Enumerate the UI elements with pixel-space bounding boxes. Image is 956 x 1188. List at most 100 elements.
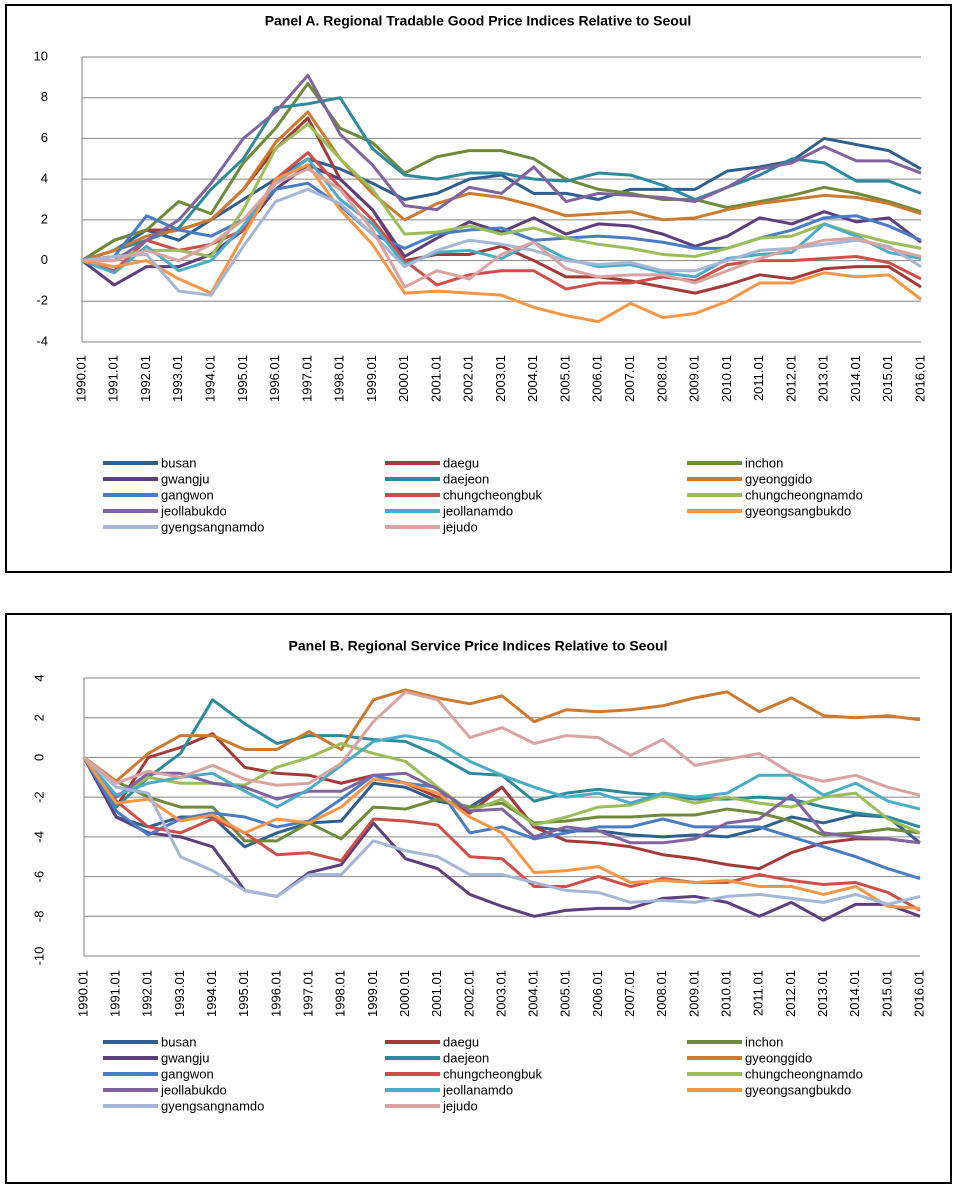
x-tick-label: 1998.01 [332,355,347,402]
x-tick-label: 2014.01 [848,355,863,402]
series-line [83,756,921,843]
legend-label: daegu [443,455,479,470]
x-tick-label: 1999.01 [364,355,379,402]
x-tick-label: 2002.01 [461,970,476,1017]
legend-label: jeollanamdo [442,503,513,518]
series-line [83,690,921,797]
series-line [82,734,921,811]
series-line [82,756,921,922]
legend-label: busan [161,1034,196,1049]
x-tick-label: 2011.01 [751,355,766,401]
legend-label: gyeongsangbukdo [745,1082,851,1097]
y-tick-label: -10 [31,947,46,966]
x-tick-label: 2010.01 [719,355,734,402]
x-tick-label: 1990.01 [73,355,88,402]
legend-label: daegu [443,1034,479,1049]
x-tick-label: 2004.01 [525,355,540,402]
x-tick-label: 2012.01 [783,355,798,402]
y-tick-label: -2 [31,791,46,803]
x-tick-label: 2001.01 [429,970,444,1017]
x-tick-label: 1996.01 [268,970,283,1017]
x-tick-label: 2007.01 [622,355,637,402]
series-line [82,756,921,880]
legend-label: jejudo [442,1098,478,1113]
series-line [82,167,922,289]
x-tick-label: 2002.01 [461,355,476,402]
panel-frame [5,4,952,573]
y-tick-label: 8 [41,89,48,104]
x-tick-label: 2000.01 [397,970,412,1017]
x-tick-label: 1991.01 [108,970,123,1017]
series-line [82,756,921,912]
x-tick-label: 2014.01 [847,970,862,1017]
y-tick-label: 2 [31,714,46,721]
y-tick-label: -6 [31,871,46,883]
series-line [81,110,922,263]
x-tick-label: 2011.01 [751,970,766,1016]
chart-title: Panel A. Regional Tradable Good Price In… [265,13,692,29]
x-tick-label: 2006.01 [590,355,605,402]
series-line [81,187,922,297]
legend-label: daejeon [443,471,489,486]
legend-label: inchon [745,1034,783,1049]
x-tick-label: 2008.01 [654,355,669,402]
legend-label: jeollabukdo [160,1082,227,1097]
series-line [81,181,922,263]
y-tick-label: 0 [41,252,48,267]
x-tick-label: 2009.01 [687,355,702,402]
panel-frame [5,613,952,1184]
x-tick-label: 2006.01 [590,970,605,1017]
legend-label: gyeongsangbukdo [745,503,851,518]
legend-label: chungcheongbuk [443,487,543,502]
legend-label: gyeonggido [745,1050,812,1065]
y-tick-label: -4 [31,831,46,843]
series-line [81,122,922,263]
legend-label: daejeon [443,1050,489,1065]
x-tick-label: 2004.01 [526,970,541,1017]
x-tick-label: 1996.01 [267,355,282,402]
series-line [83,688,921,783]
x-tick-label: 2005.01 [557,355,572,402]
x-tick-label: 1998.01 [333,970,348,1017]
x-tick-label: 2000.01 [396,355,411,402]
y-tick-label: 0 [31,754,46,761]
series-line [81,163,922,287]
x-tick-label: 1995.01 [236,970,251,1017]
x-tick-label: 1997.01 [299,355,314,402]
x-tick-label: 1993.01 [170,355,185,402]
y-tick-label: -2 [36,293,48,308]
x-tick-label: 2013.01 [816,355,831,402]
x-tick-label: 2010.01 [719,970,734,1017]
x-tick-label: 2003.01 [493,355,508,402]
x-tick-label: 1990.01 [75,970,90,1017]
y-tick-label: 6 [41,130,48,145]
legend-label: gangwon [161,1066,214,1081]
legend-label: jejudo [442,519,478,534]
legend-label: chungcheongnamdo [745,1066,863,1081]
y-tick-label: -4 [36,333,48,348]
y-tick-label: 2 [41,211,48,226]
legend-label: gangwon [161,487,214,502]
x-tick-label: 2007.01 [622,970,637,1017]
y-tick-label: 4 [41,171,48,186]
legend-label: inchon [745,455,783,470]
legend-label: busan [161,455,196,470]
series-line [81,163,922,324]
x-tick-label: 2015.01 [879,970,894,1017]
x-tick-label: 1994.01 [203,355,218,402]
series-line [82,73,922,263]
x-tick-label: 2012.01 [783,970,798,1017]
x-tick-label: 2008.01 [654,970,669,1017]
series-line [82,756,921,910]
chart-title: Panel B. Regional Service Price Indices … [289,638,668,654]
legend-label: gyengsangnamdo [161,519,264,534]
x-tick-label: 2016.01 [912,355,927,402]
x-tick-label: 1992.01 [138,355,153,402]
x-tick-label: 1994.01 [204,970,219,1017]
x-tick-label: 1993.01 [172,970,187,1017]
legend-label: gwangju [161,471,209,486]
series-line [82,732,921,871]
series-line [82,756,921,845]
